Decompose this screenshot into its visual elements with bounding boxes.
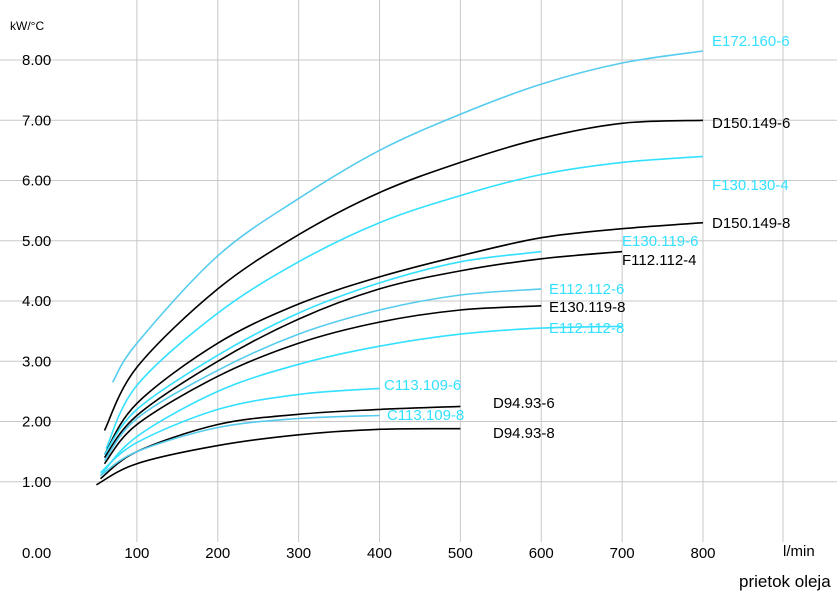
series-label-d94-93-8: D94.93-8 — [493, 425, 555, 442]
series-label-e112-112-6: E112.112-6 — [549, 281, 624, 298]
series-line-e112-112-6 — [103, 288, 542, 462]
series-lines — [96, 50, 704, 486]
y-axis-tick-label: 7.00 — [22, 112, 51, 129]
series-line-f130-130-4 — [105, 155, 704, 449]
x-axis-title: prietok oleja — [739, 572, 831, 591]
y-axis-tick-label: 3.00 — [22, 353, 51, 370]
x-axis-tick-label: 200 — [205, 545, 230, 562]
series-label-d150-149-8: D150.149-8 — [712, 215, 790, 232]
series-line-c113-109-6 — [99, 387, 380, 474]
series-line-e130-119-8 — [103, 305, 542, 465]
series-label-f112-112-4: F112.112-4 — [622, 252, 697, 269]
series-line-d94-93-8 — [96, 427, 461, 486]
x-axis-unit-label: l/min — [783, 543, 815, 560]
series-labels: E172.160-6 D150.149-6 F130.130-4 D150.149-8… — [384, 33, 790, 442]
y-axis-tick-label: 1.00 — [22, 474, 51, 491]
series-label-f130-130-4: F130.130-4 — [712, 177, 789, 194]
y-axis-tick-label: 8.00 — [22, 52, 51, 69]
series-label-c113-109-8: C113.109-8 — [387, 407, 464, 424]
x-axis-tick-label: 600 — [529, 545, 554, 562]
series-label-e172-160-6: E172.160-6 — [712, 33, 790, 50]
series-line-d150-149-8 — [103, 221, 704, 456]
series-label-e130-119-6: E130.119-6 — [622, 233, 698, 250]
series-line-e112-112-8 — [99, 325, 623, 477]
series-line-e130-119-6 — [103, 250, 542, 456]
y-axis-tick-label: 5.00 — [22, 233, 51, 250]
x-axis-tick-label: 500 — [448, 545, 473, 562]
y-axis-unit-label: kW/°C — [10, 19, 44, 33]
y-axis-tick-label: 6.00 — [22, 173, 51, 190]
x-axis-tick-label: 300 — [286, 545, 311, 562]
series-label-e130-119-8: E130.119-8 — [549, 299, 625, 316]
x-axis-tick-label: 400 — [367, 545, 392, 562]
y-axis-tick-labels: 1.00 2.00 3.00 4.00 5.00 6.00 7.00 8.00 — [22, 52, 51, 491]
series-label-c113-109-6: C113.109-6 — [384, 377, 461, 394]
series-line-e172-160-6 — [111, 50, 704, 383]
x-axis-tick-labels: 0.00 100 200 300 400 500 600 700 800 — [22, 545, 716, 562]
x-axis-tick-label: 100 — [124, 545, 149, 562]
y-axis-tick-label: 4.00 — [22, 293, 51, 310]
x-axis-tick-label: 0.00 — [22, 545, 51, 562]
x-axis-tick-label: 700 — [610, 545, 635, 562]
series-line-c113-109-8 — [100, 414, 380, 477]
x-axis-tick-label: 800 — [690, 545, 715, 562]
series-label-d150-149-6: D150.149-6 — [712, 115, 790, 132]
y-axis-tick-label: 2.00 — [22, 414, 51, 431]
series-label-e112-112-8: E112.112-8 — [549, 320, 624, 337]
series-line-f112-112-4 — [103, 250, 623, 459]
series-label-d94-93-6: D94.93-6 — [493, 395, 555, 412]
series-line-d150-149-6 — [103, 119, 704, 431]
